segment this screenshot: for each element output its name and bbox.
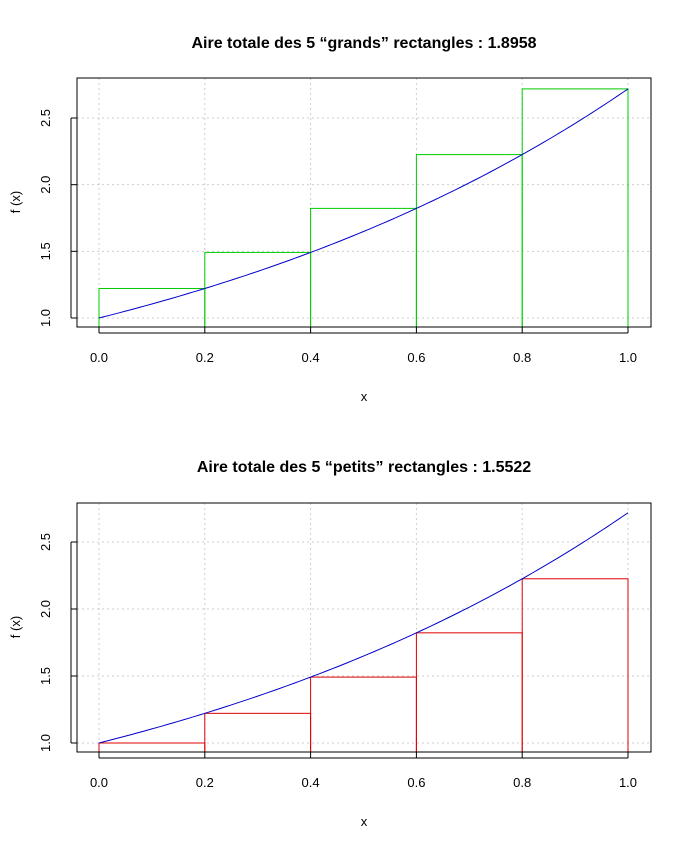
bottom-panel: Aire totale des 5 “petits” rectangles : … <box>8 459 652 829</box>
y-axis: 1.0 1.5 2.0 2.5 <box>38 533 77 752</box>
rectangles <box>98 578 629 753</box>
x-tick-label: 0.4 <box>302 775 320 790</box>
y-tick-label: 2.0 <box>38 176 53 194</box>
y-tick-label: 1.5 <box>38 242 53 260</box>
x-axis-label: x <box>361 389 368 404</box>
exp-curve <box>98 88 629 319</box>
x-axis-label: x <box>361 814 368 829</box>
rectangle-bar <box>521 88 629 328</box>
x-tick-label: 0.8 <box>513 350 531 365</box>
x-axis: 0.0 0.2 0.4 0.6 0.8 1.0 <box>90 752 637 790</box>
x-tick-label: 0.2 <box>196 350 214 365</box>
x-tick-label: 0.8 <box>513 775 531 790</box>
rectangle-bar <box>310 676 417 753</box>
x-tick-label: 0.0 <box>90 350 108 365</box>
x-tick-label: 0.4 <box>302 350 320 365</box>
function-curve <box>98 88 629 319</box>
y-axis-label: f (x) <box>8 191 23 213</box>
y-tick-label: 1.0 <box>38 309 53 327</box>
rectangles <box>98 88 629 328</box>
x-tick-label: 0.2 <box>196 775 214 790</box>
y-tick-label: 2.5 <box>38 533 53 551</box>
grid-lines <box>77 78 651 327</box>
y-axis: 1.0 1.5 2.0 2.5 <box>38 109 77 327</box>
exp-curve <box>98 512 629 744</box>
function-curve <box>98 512 629 744</box>
rectangle-bar <box>415 632 523 753</box>
y-tick-label: 1.0 <box>38 734 53 752</box>
x-tick-label: 0.6 <box>407 775 425 790</box>
x-tick-label: 1.0 <box>619 350 637 365</box>
x-tick-label: 0.0 <box>90 775 108 790</box>
y-tick-label: 2.0 <box>38 600 53 618</box>
rectangle-bar <box>415 154 523 328</box>
plot-frame <box>76 77 652 328</box>
x-tick-label: 0.6 <box>407 350 425 365</box>
y-tick-label: 2.5 <box>38 109 53 127</box>
chart-title: Aire totale des 5 “grands” rectangles : … <box>191 35 536 52</box>
plot-frame <box>76 502 652 753</box>
rectangle-bar <box>204 251 312 328</box>
rectangle-bar <box>98 742 206 753</box>
x-tick-label: 1.0 <box>619 775 637 790</box>
grid-lines <box>77 503 651 752</box>
chart-title: Aire totale des 5 “petits” rectangles : … <box>197 459 531 476</box>
rectangle-bar <box>204 712 312 753</box>
y-axis-label: f (x) <box>8 616 23 638</box>
rectangle-bar <box>98 287 206 328</box>
y-tick-label: 1.5 <box>38 667 53 685</box>
top-panel: Aire totale des 5 “grands” rectangles : … <box>8 35 652 404</box>
x-axis: 0.0 0.2 0.4 0.6 0.8 1.0 <box>90 327 637 365</box>
rectangle-bar <box>310 207 417 328</box>
rectangle-bar <box>521 578 629 753</box>
